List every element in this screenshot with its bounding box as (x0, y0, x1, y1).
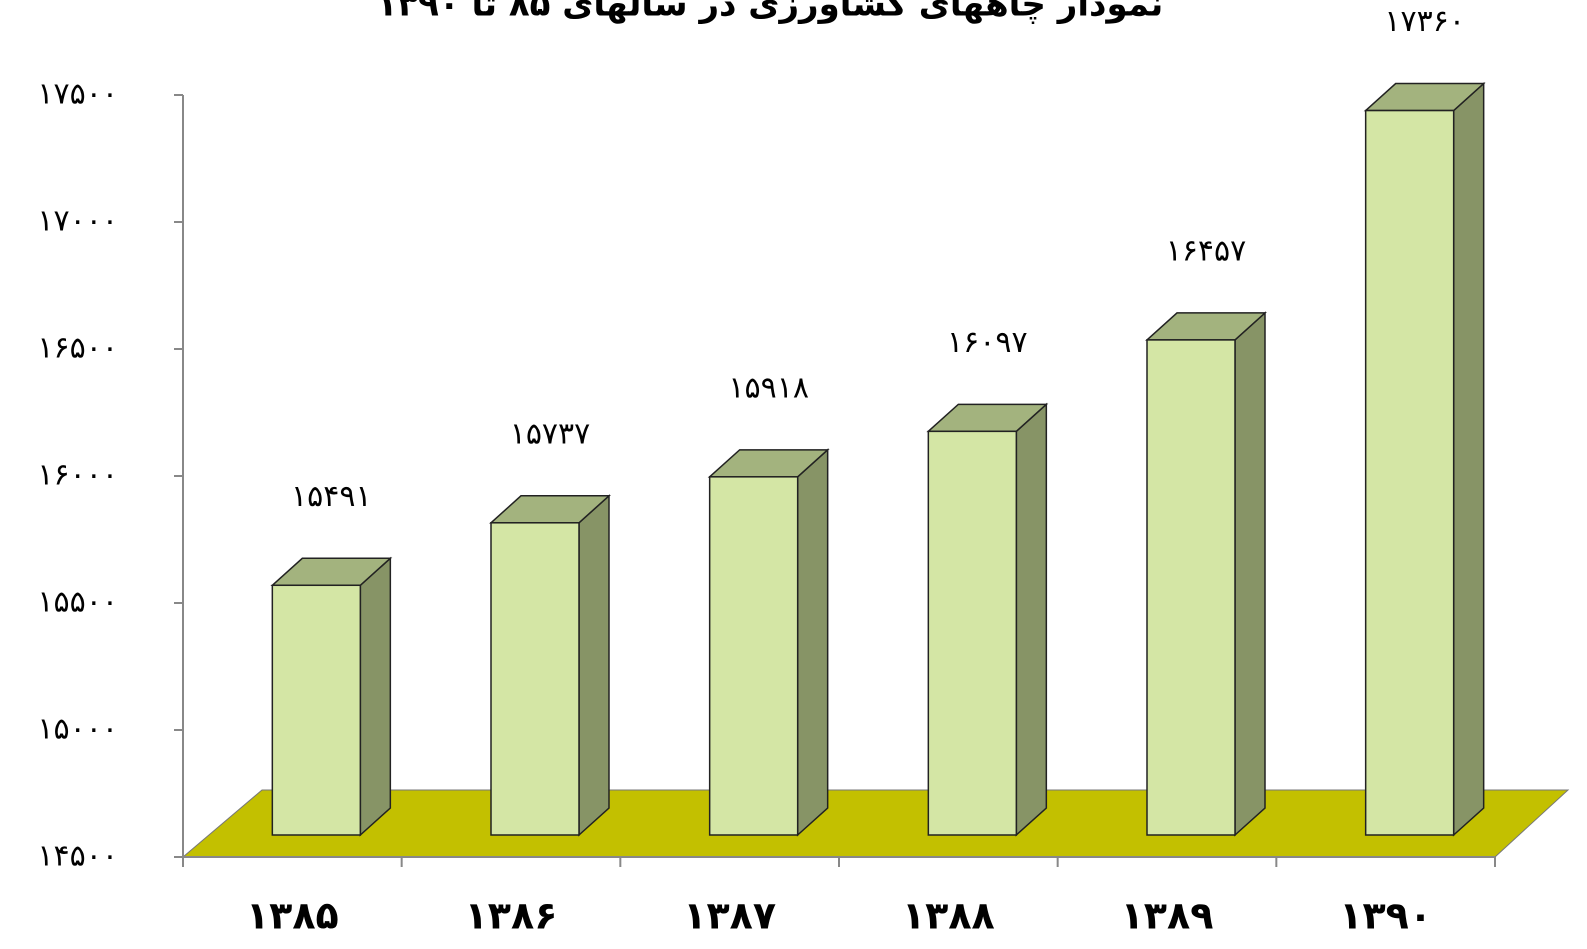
x-tick-label: ۱۳۹۰ (1339, 894, 1432, 938)
x-tick-label: ۱۳۸۹ (1121, 894, 1214, 938)
value-label: ۱۶۴۵۷ (1166, 233, 1247, 268)
y-tick-label: ۱۵۵۰۰ (37, 585, 118, 620)
bar (1364, 109, 1455, 836)
value-label: ۱۵۴۹۱ (291, 479, 372, 514)
bar-side (1234, 311, 1266, 837)
value-label: ۱۵۹۱۸ (728, 370, 809, 405)
bar (271, 584, 362, 836)
bar (1146, 339, 1236, 836)
bar (708, 476, 799, 836)
value-label: ۱۶۰۹۷ (947, 325, 1028, 360)
bar-side (1015, 402, 1048, 837)
bar (490, 522, 580, 836)
bar-side (1452, 81, 1485, 837)
y-tick-label: ۱۷۰۰۰ (37, 204, 118, 239)
y-tick-label: ۱۴۵۰۰ (37, 839, 118, 874)
chart-title: نمودار چاههای کشاورزی در سالهای ۸۵ تا ۱۳… (377, 0, 1164, 25)
bar (927, 430, 1018, 836)
x-tick-label: ۱۳۸۶ (465, 894, 558, 938)
bar-side (359, 556, 392, 837)
y-tick-label: ۱۵۰۰۰ (37, 712, 118, 747)
y-tick-label: ۱۶۵۰۰ (37, 331, 118, 366)
bar-side (796, 448, 829, 837)
y-tick-label: ۱۶۰۰۰ (37, 458, 118, 493)
value-label: ۱۷۳۶۰ (1384, 4, 1465, 39)
y-tick-label: ۱۷۵۰۰ (37, 77, 118, 112)
x-tick-label: ۱۳۸۵ (246, 894, 339, 938)
x-tick-label: ۱۳۸۷ (683, 894, 776, 938)
x-tick-label: ۱۳۸۸ (902, 894, 995, 938)
value-label: ۱۵۷۳۷ (510, 416, 591, 451)
bar-side (578, 494, 610, 837)
